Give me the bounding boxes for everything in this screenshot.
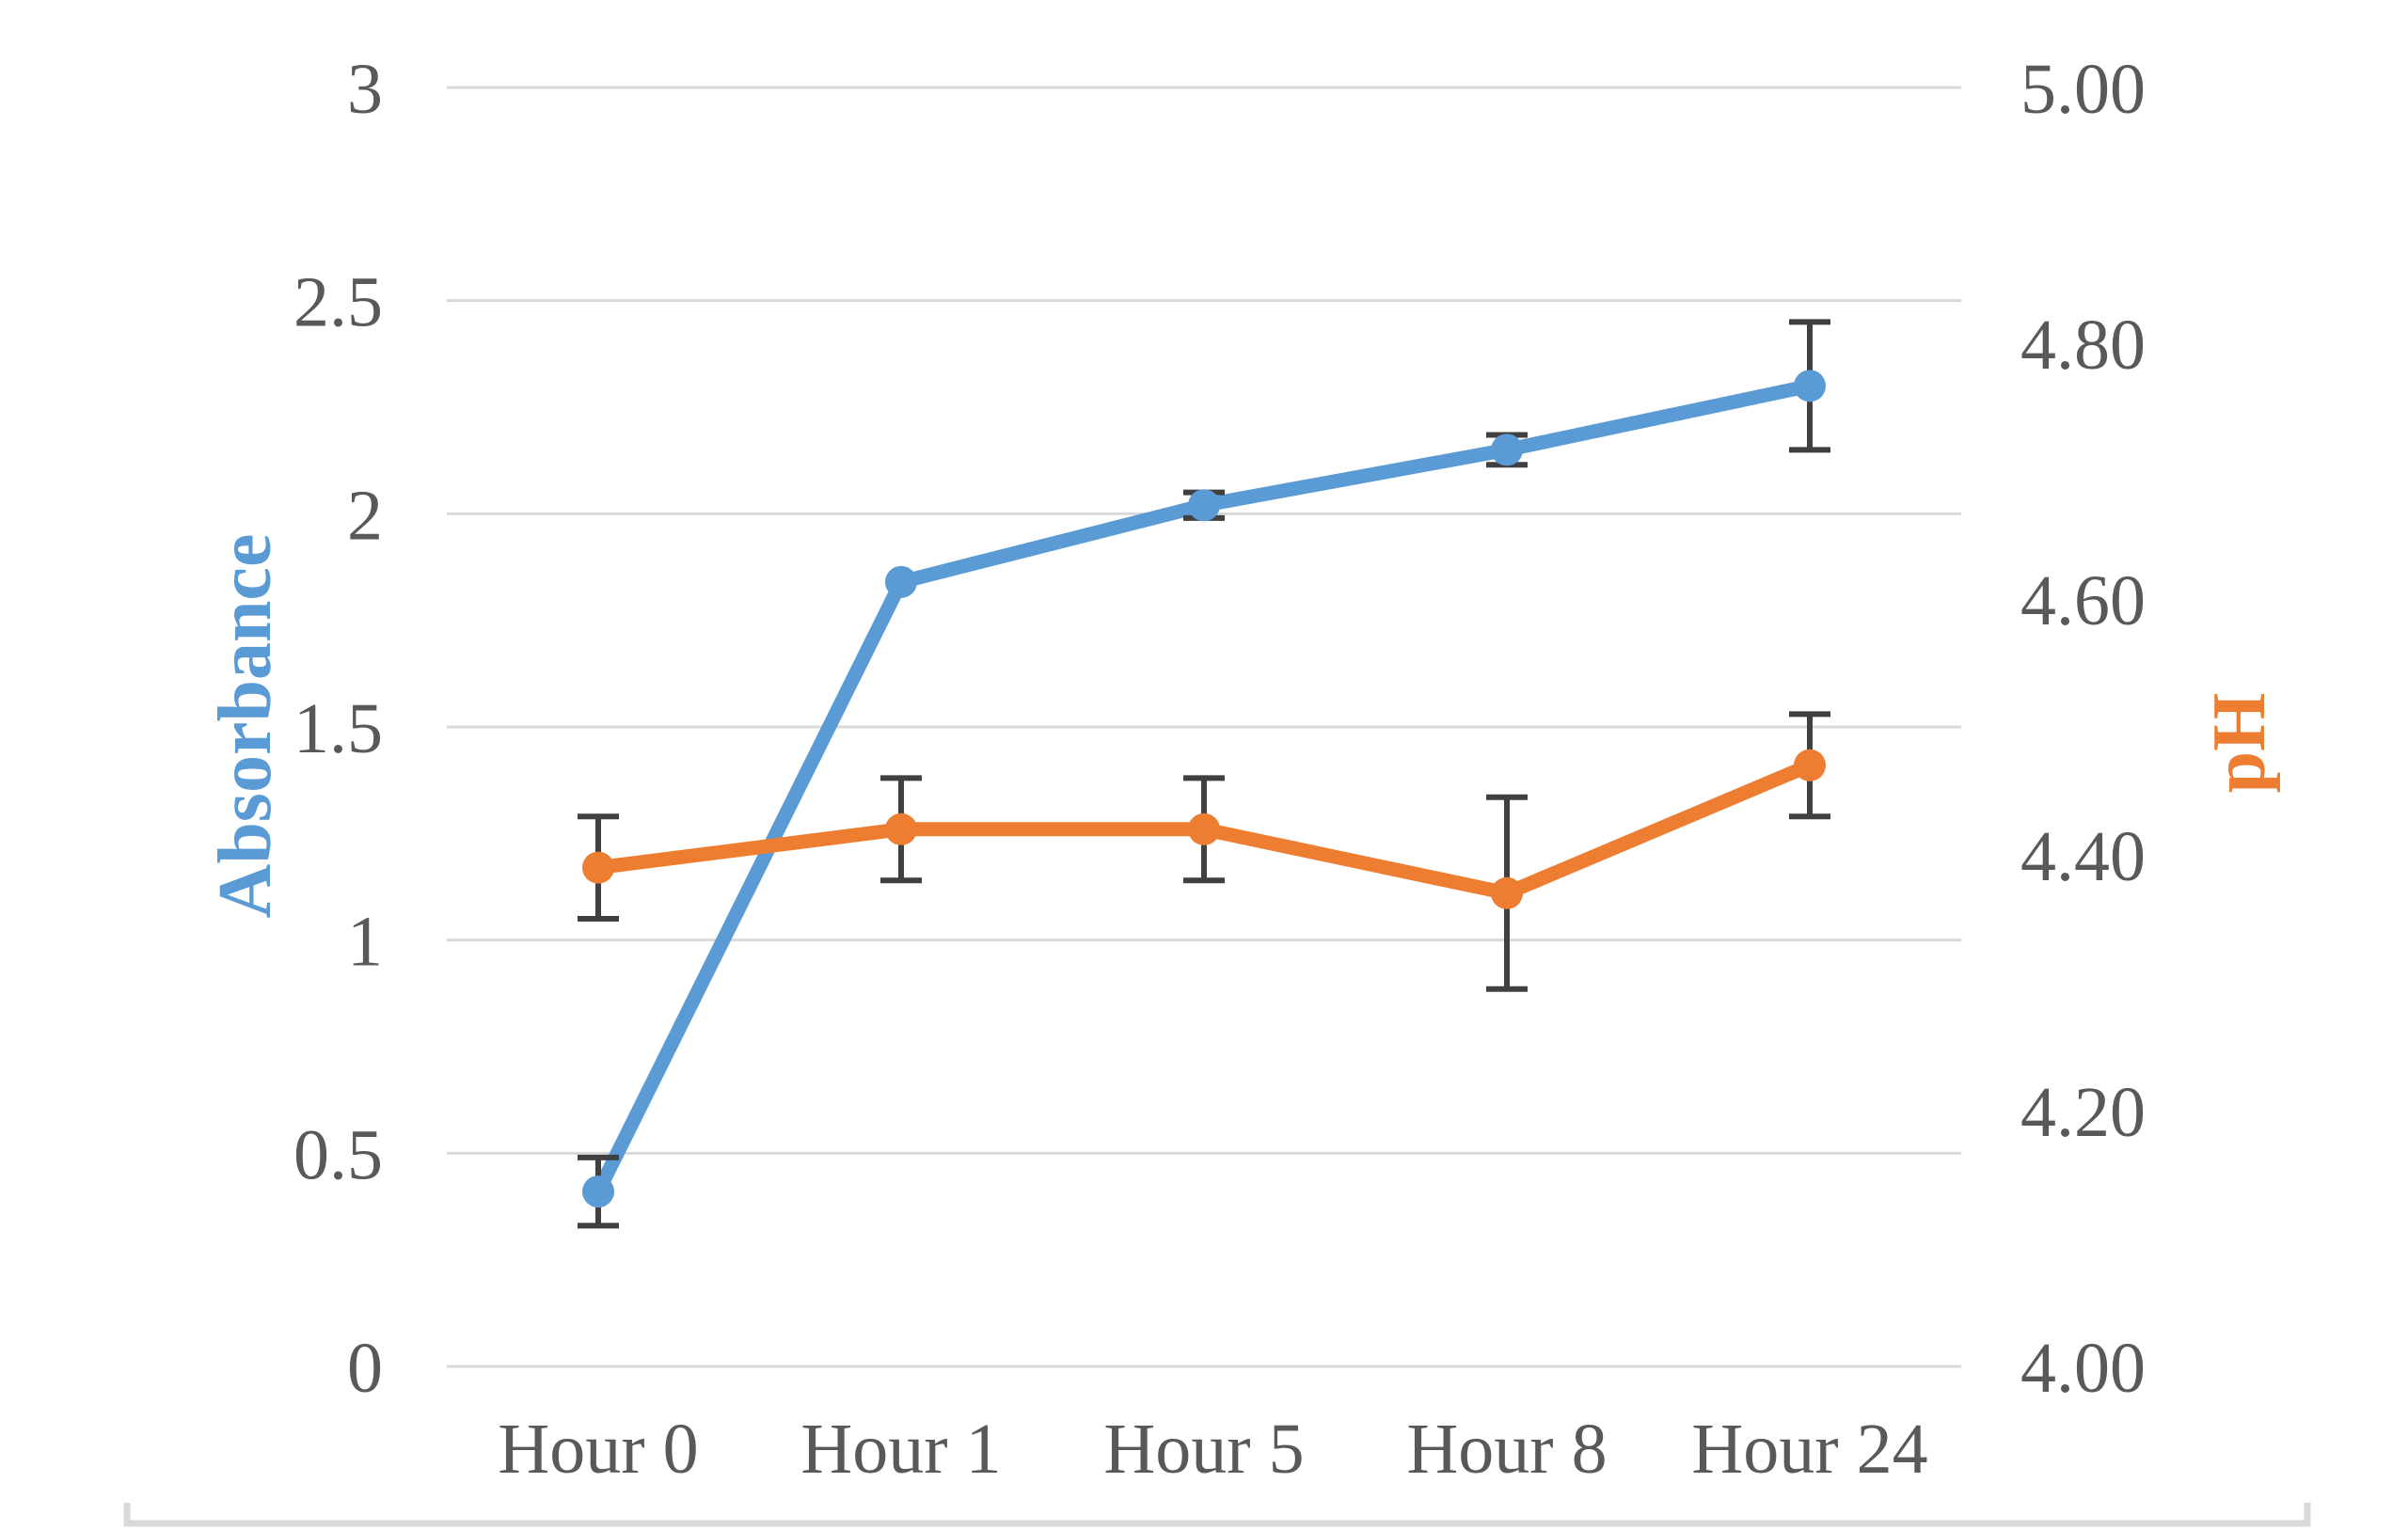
x-axis-tick-label: Hour 1 xyxy=(800,1410,1001,1489)
left-axis-tick-label: 0.5 xyxy=(293,1115,383,1194)
right-axis-tick-label: 5.00 xyxy=(2020,50,2146,129)
data-point-marker-ph xyxy=(885,812,917,845)
left-axis-tick-label: 2 xyxy=(347,476,383,555)
right-axis-tick-label: 4.60 xyxy=(2020,561,2146,640)
left-axis-tick-label: 1 xyxy=(347,903,383,982)
data-point-marker-absorbance xyxy=(1491,434,1523,466)
right-axis-tick-label: 4.80 xyxy=(2020,306,2146,385)
chart-frame-bottom-edge xyxy=(123,1503,2311,1527)
left-axis-tick-label: 2.5 xyxy=(293,263,383,342)
data-point-marker-ph xyxy=(1188,812,1220,845)
x-axis-tick-label: Hour 5 xyxy=(1103,1410,1304,1489)
data-point-marker-absorbance xyxy=(885,565,917,598)
right-axis-title: pH xyxy=(2198,693,2281,794)
data-point-marker-absorbance xyxy=(1188,489,1220,522)
x-axis-tick-label: Hour 0 xyxy=(498,1410,698,1489)
left-axis-tick-label: 0 xyxy=(347,1329,383,1408)
plot-area: 0 0.5 1 1.5 2 2.5 3 4.00 4.20 4.40 4.60 4.80 5.00 Hou… xyxy=(123,50,2311,1527)
data-point-marker-ph xyxy=(1794,749,1826,781)
data-point-marker-absorbance xyxy=(582,1175,614,1208)
left-axis-title: Absorbance xyxy=(204,534,287,919)
data-point-marker-ph xyxy=(582,851,614,884)
right-axis-tick-label: 4.40 xyxy=(2020,817,2146,896)
left-axis-tick-label: 3 xyxy=(347,50,383,129)
right-axis-tick-label: 4.20 xyxy=(2020,1073,2146,1152)
right-axis-tick-label: 4.00 xyxy=(2020,1329,2146,1408)
data-point-marker-ph xyxy=(1491,876,1523,909)
x-axis-tick-label: Hour 24 xyxy=(1691,1410,1927,1489)
x-axis-tick-label: Hour 8 xyxy=(1406,1410,1607,1489)
data-point-marker-absorbance xyxy=(1794,370,1826,402)
left-axis-tick-label: 1.5 xyxy=(293,689,383,768)
